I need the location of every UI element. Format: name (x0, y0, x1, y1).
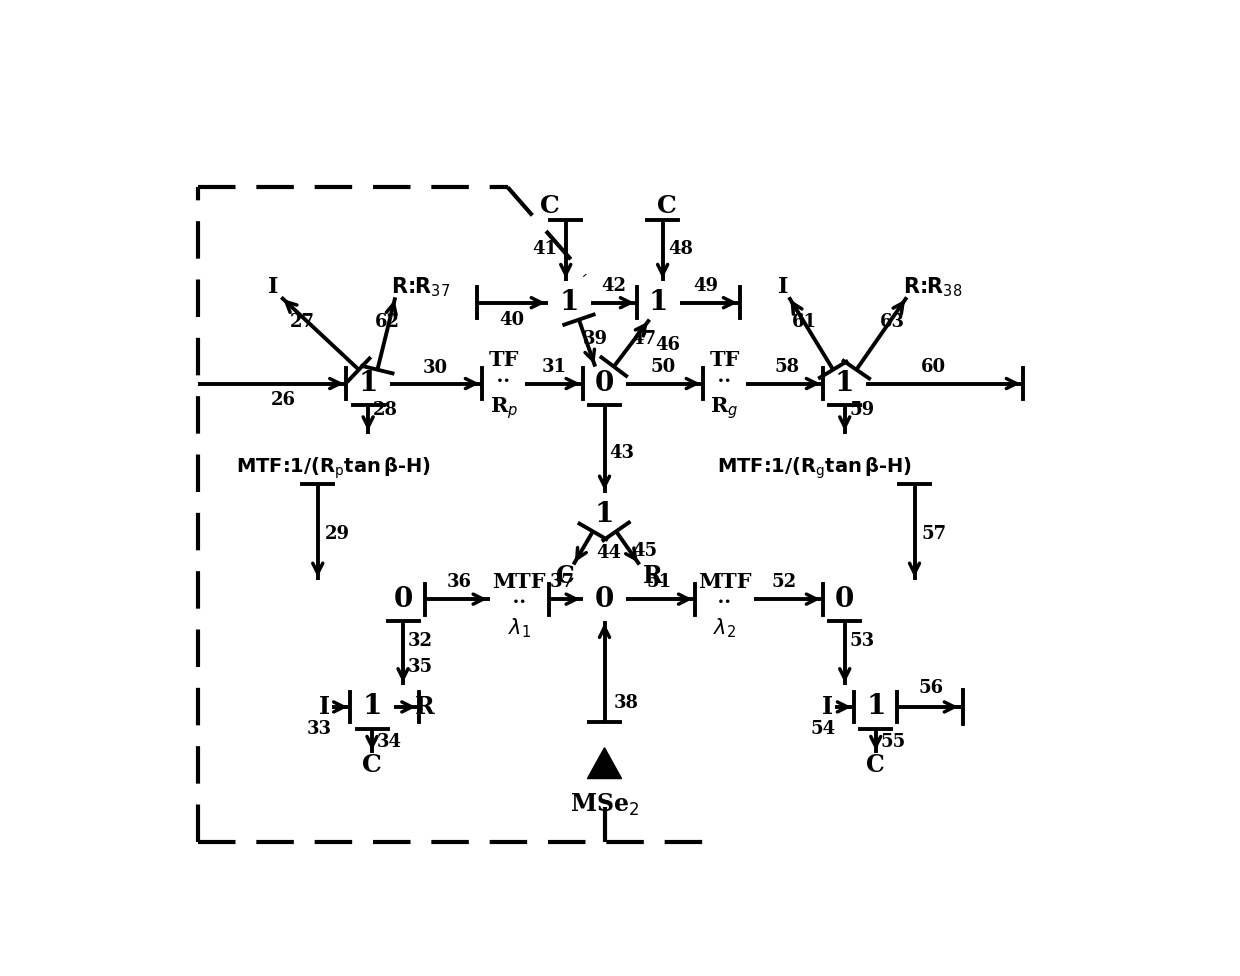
Text: ⋅⋅: ⋅⋅ (717, 594, 733, 612)
Text: MTF: MTF (698, 572, 751, 592)
Text: C: C (656, 194, 677, 219)
Text: 30: 30 (423, 359, 448, 377)
Text: R$_p$: R$_p$ (490, 395, 518, 421)
Text: R$_g$: R$_g$ (711, 395, 739, 421)
Text: R: R (642, 564, 662, 588)
Polygon shape (588, 748, 621, 779)
Text: 46: 46 (656, 336, 681, 354)
Text: 60: 60 (921, 357, 946, 376)
Text: $\lambda_2$: $\lambda_2$ (713, 617, 737, 640)
Text: R:R$_{38}$: R:R$_{38}$ (903, 275, 962, 299)
Text: 0: 0 (595, 586, 614, 613)
Text: 26: 26 (270, 391, 295, 410)
Text: 32: 32 (408, 632, 433, 650)
Text: 58: 58 (774, 357, 800, 376)
Text: 0: 0 (835, 586, 854, 613)
Text: 48: 48 (668, 240, 693, 258)
Text: MSe$_2$: MSe$_2$ (570, 792, 639, 818)
Text: MTF:1/(R$_\mathrm{g}$tan$\,\mathbf{\beta}$-H): MTF:1/(R$_\mathrm{g}$tan$\,\mathbf{\beta… (717, 456, 911, 481)
Text: 50: 50 (650, 357, 676, 376)
Text: TF: TF (489, 350, 518, 371)
Text: C: C (867, 752, 885, 777)
Text: 28: 28 (373, 401, 398, 420)
Text: I: I (822, 695, 833, 719)
Text: 53: 53 (849, 632, 874, 650)
Text: R: R (415, 695, 434, 719)
Text: 36: 36 (446, 573, 471, 591)
Text: 31: 31 (542, 357, 567, 376)
Text: 59: 59 (849, 401, 874, 420)
Text: I: I (777, 276, 787, 299)
Text: 42: 42 (601, 277, 626, 295)
Text: I: I (268, 276, 278, 299)
Text: $\lambda_1$: $\lambda_1$ (507, 617, 531, 640)
Text: 44: 44 (596, 544, 621, 562)
Text: 63: 63 (880, 313, 905, 331)
Text: 51: 51 (646, 573, 671, 591)
Text: MTF: MTF (492, 572, 546, 592)
Text: 57: 57 (921, 525, 946, 543)
Text: ⋅⋅: ⋅⋅ (511, 594, 527, 612)
Text: 55: 55 (880, 733, 905, 751)
Text: 62: 62 (374, 313, 401, 331)
Text: TF: TF (709, 350, 740, 371)
Text: ⋅⋅: ⋅⋅ (496, 373, 511, 391)
Text: 41: 41 (532, 240, 557, 258)
Text: 1: 1 (866, 693, 885, 720)
Text: 1: 1 (358, 370, 378, 397)
Text: 1: 1 (835, 370, 854, 397)
Text: ⋅⋅: ⋅⋅ (717, 373, 733, 391)
Text: MTF:1/(R$_\mathrm{p}$tan$\,\mathbf{\beta}$-H): MTF:1/(R$_\mathrm{p}$tan$\,\mathbf{\beta… (237, 456, 432, 481)
Text: 1: 1 (649, 289, 668, 316)
Text: I: I (319, 695, 330, 719)
Text: C: C (557, 564, 575, 588)
Text: 29: 29 (325, 525, 350, 543)
Text: 61: 61 (792, 313, 817, 331)
Text: 34: 34 (377, 733, 402, 751)
Text: 1: 1 (595, 501, 614, 528)
Text: 1: 1 (560, 289, 579, 316)
Text: 0: 0 (393, 586, 413, 613)
Text: 1: 1 (362, 693, 382, 720)
Text: 54: 54 (811, 719, 836, 738)
Text: 27: 27 (290, 313, 315, 331)
Text: 37: 37 (549, 573, 574, 591)
Text: 45: 45 (632, 543, 657, 560)
Text: 39: 39 (583, 330, 608, 347)
Text: 35: 35 (408, 658, 433, 676)
Text: R:R$_{37}$: R:R$_{37}$ (392, 275, 451, 299)
Text: C: C (541, 194, 560, 219)
Text: 0: 0 (595, 370, 614, 397)
Text: 56: 56 (919, 678, 944, 697)
Text: 52: 52 (771, 573, 797, 591)
Text: 40: 40 (498, 310, 525, 329)
Text: 43: 43 (609, 444, 634, 462)
Text: 49: 49 (693, 277, 718, 295)
Text: 33: 33 (306, 719, 332, 738)
Text: C: C (362, 752, 382, 777)
Text: 47: 47 (631, 330, 656, 347)
Text: 38: 38 (614, 694, 639, 712)
